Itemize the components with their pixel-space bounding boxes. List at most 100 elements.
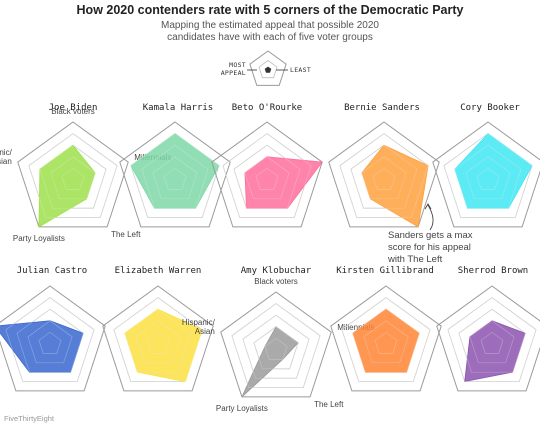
radar-ring-overlay-4 (339, 133, 429, 218)
axis-label-party-loyalists-amy-klobuchar: Party Loyalists (216, 404, 268, 413)
legend-center-dot (264, 66, 272, 73)
radar-ring-overlay-2 (361, 156, 407, 200)
appeal-shape-sherrod-brown (464, 320, 526, 382)
radar-ring-overlay-1 (480, 331, 504, 354)
appeal-shape-kamala-harris (130, 133, 220, 209)
candidate-name-cory-booker: Cory Booker (460, 103, 520, 113)
radar-ring-4 (339, 133, 429, 218)
radar-chart-kirsten-gillibrand: Kirsten Gillibrand (330, 266, 442, 392)
radar-ring-overlay-1 (264, 337, 288, 360)
radar-ring-overlay-1 (476, 167, 500, 190)
radar-ring-5 (432, 121, 540, 228)
annotation-arrowhead (424, 203, 432, 210)
radar-ring-5 (328, 121, 440, 228)
radar-chart-julian-castro: Julian Castro (0, 266, 106, 392)
radar-ring-overlay-1 (38, 331, 62, 354)
radar-chart-bernie-sanders: Bernie Sanders (328, 103, 440, 228)
radar-ring-overlay-2 (465, 156, 511, 200)
appeal-shape-julian-castro (0, 320, 84, 373)
radar-ring-overlay-2 (253, 326, 299, 370)
radar-ring-overlay-1 (374, 331, 398, 354)
axis-label-hispanic-asian-amy-klobuchar: Hispanic/Asian (182, 318, 216, 336)
radar-ring-overlay-4 (443, 133, 533, 218)
radar-ring-overlay-3 (242, 314, 310, 379)
chart-title: How 2020 contenders rate with 5 corners … (77, 3, 464, 17)
legend-outer-pentagon (249, 50, 287, 86)
radar-ring-overlay-4 (447, 297, 537, 382)
candidate-name-julian-castro: Julian Castro (17, 266, 87, 276)
radar-ring-4 (341, 297, 431, 382)
radar-ring-overlay-2 (135, 320, 181, 364)
radar-ring-overlay-2 (244, 156, 290, 200)
scale-legend: MOST APPEAL LEAST (221, 50, 311, 86)
sanders-annotation: Sanders gets a max score for his appeal … (387, 203, 473, 265)
radar-ring-overlay-3 (458, 308, 526, 373)
radar-ring-5 (0, 285, 106, 392)
radar-ring-overlay-2 (363, 320, 409, 364)
radar-ring-overlay-2 (469, 320, 515, 364)
radar-ring-overlay-4 (113, 297, 203, 382)
radar-ring-5 (436, 285, 540, 392)
radar-ring-overlay-3 (16, 308, 84, 373)
radar-ring-overlay-4 (231, 303, 321, 388)
source-credit: FiveThirtyEight (4, 414, 55, 423)
radar-ring-overlay-2 (27, 320, 73, 364)
radar-ring-4 (447, 297, 537, 382)
annotation-line-3: with The Left (387, 254, 443, 265)
radar-ring-overlay-3 (350, 144, 418, 209)
appeal-shape-elizabeth-warren (124, 308, 203, 382)
axis-label-black-voters-joe-biden: Black voters (51, 107, 95, 116)
radar-ring-overlay-1 (61, 167, 85, 190)
axis-label-the-left-joe-biden: The Left (111, 230, 141, 239)
radar-ring-overlay-4 (130, 133, 220, 218)
radar-ring-overlay-4 (222, 133, 312, 218)
radar-chart-cory-booker: Cory Booker (432, 103, 540, 228)
appeal-shape-joe-biden (38, 144, 96, 228)
axis-label-black-voters-amy-klobuchar: Black voters (254, 277, 298, 286)
candidate-name-kirsten-gillibrand: Kirsten Gillibrand (336, 266, 434, 276)
radar-ring-overlay-3 (141, 144, 209, 209)
radar-ring-overlay-4 (28, 133, 118, 218)
radar-chart-beto-o-rourke: Beto O'Rourke (211, 103, 323, 228)
radar-ring-overlay-2 (50, 156, 96, 200)
candidate-name-beto-o-rourke: Beto O'Rourke (232, 103, 302, 113)
radar-ring-overlay-2 (152, 156, 198, 200)
candidate-name-amy-klobuchar: Amy Klobuchar (241, 266, 312, 276)
annotation-line-2: score for his appeal (388, 242, 471, 253)
radar-ring-overlay-3 (39, 144, 107, 209)
candidate-name-elizabeth-warren: Elizabeth Warren (115, 266, 202, 276)
radar-ring-overlay-3 (124, 308, 192, 373)
legend-most-label-line-1: MOST (229, 61, 246, 69)
axis-label-party-loyalists-joe-biden: Party Loyalists (13, 234, 65, 243)
radar-ring-4 (231, 303, 321, 388)
axis-label-millennials-amy-klobuchar: Millennials (337, 323, 374, 332)
axis-label-hispanic-asian-joe-biden: Hispanic/Asian (0, 148, 13, 166)
radar-ring-overlay-1 (163, 167, 187, 190)
axis-label-the-left-amy-klobuchar: The Left (314, 400, 344, 409)
radar-ring-overlay-3 (352, 308, 420, 373)
candidate-name-sherrod-brown: Sherrod Brown (458, 266, 528, 276)
candidate-name-joe-biden: Joe Biden (49, 103, 98, 113)
legend-most-label-line-2: APPEAL (221, 69, 246, 77)
radar-ring-overlay-1 (146, 331, 170, 354)
legend-least-label: LEAST (290, 66, 311, 74)
radar-chart-sherrod-brown: Sherrod Brown (436, 266, 540, 392)
radar-ring-5 (102, 285, 214, 392)
chart-subtitle-line-1: Mapping the estimated appeal that possib… (161, 20, 379, 31)
candidate-name-bernie-sanders: Bernie Sanders (344, 103, 420, 113)
radar-ring-overlay-3 (233, 144, 301, 209)
radar-chart-elizabeth-warren: Elizabeth Warren (102, 266, 214, 392)
annotation-arrow (427, 204, 434, 231)
legend-middle-pentagon (258, 60, 278, 79)
appeal-shape-kirsten-gillibrand (352, 308, 420, 373)
chart-subtitle-line-2: candidates have with each of five voter … (167, 32, 373, 43)
radar-ring-overlay-1 (372, 167, 396, 190)
radar-ring-overlay-3 (454, 144, 522, 209)
radar-ring-5 (330, 285, 442, 392)
appeal-shape-amy-klobuchar (241, 326, 299, 398)
appeal-shape-cory-booker (454, 133, 533, 209)
annotation-line-1: Sanders gets a max (388, 230, 473, 241)
